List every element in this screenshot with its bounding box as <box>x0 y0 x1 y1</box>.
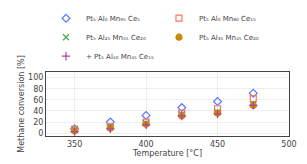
svg-text:Pt₅ Al₃₅ Mn₄₅ Ce₂₀: Pt₅ Al₃₅ Mn₄₅ Ce₂₀ <box>199 34 259 42</box>
svg-text:500: 500 <box>281 140 296 149</box>
svg-text:80: 80 <box>33 85 43 94</box>
svg-text:Pt₅ Al₂₅ Mn₅₅ Ce₂₀: Pt₅ Al₂₅ Mn₅₅ Ce₂₀ <box>86 34 146 42</box>
svg-text:Pt₅ Al₀ Mn₈₀ Ce₁₅: Pt₅ Al₀ Mn₈₀ Ce₁₅ <box>199 15 256 23</box>
svg-text:400: 400 <box>138 140 153 149</box>
svg-text:+ Pt₅ Al₄₀ Mn₄₅ Ce₁₅: + Pt₅ Al₄₀ Mn₄₅ Ce₁₅ <box>86 53 154 61</box>
svg-text:Pt₅ Al₀ Mn₉₅ Ce₅: Pt₅ Al₀ Mn₉₅ Ce₅ <box>86 15 140 23</box>
svg-text:Temperature [°C]: Temperature [°C] <box>132 149 202 158</box>
svg-text:450: 450 <box>210 140 225 149</box>
svg-text:40: 40 <box>33 107 43 116</box>
svg-text:100: 100 <box>28 73 43 82</box>
svg-text:0: 0 <box>38 129 43 138</box>
svg-text:Methane conversion [%]: Methane conversion [%] <box>17 55 26 153</box>
svg-text:60: 60 <box>33 96 43 105</box>
svg-text:20: 20 <box>33 118 43 127</box>
svg-text:350: 350 <box>67 140 82 149</box>
